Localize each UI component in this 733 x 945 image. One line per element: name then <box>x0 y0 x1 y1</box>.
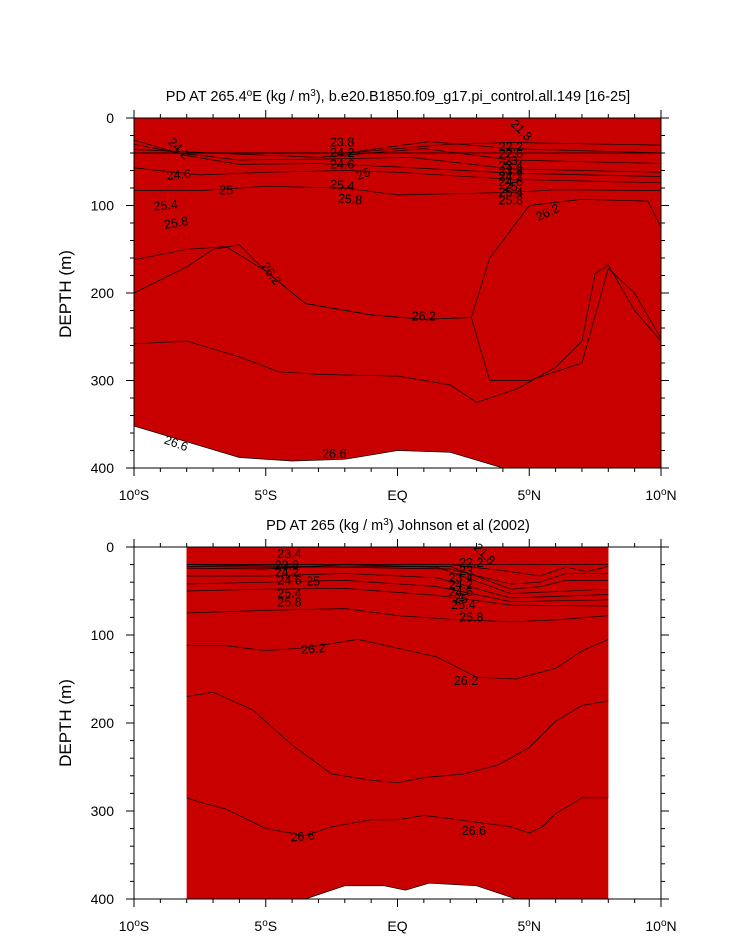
y-tick-label: 200 <box>91 715 115 731</box>
contour-label: 26.2 <box>412 310 436 324</box>
contour-label: 25 <box>354 165 372 183</box>
panel-title: PD AT 265.4oE (kg / m3), b.e20.B1850.f09… <box>166 88 630 105</box>
y-tick-label: 400 <box>91 460 115 476</box>
contour-line <box>186 573 609 599</box>
contour-label: 22.2 <box>499 140 523 154</box>
x-tick-label: 10oS <box>119 918 149 934</box>
y-tick-label: 400 <box>91 891 115 907</box>
contour-label: 24.6 <box>277 573 301 587</box>
panel-title: PD AT 265 (kg / m3) Johnson et al (2002) <box>266 517 530 534</box>
contour-label: 25.4 <box>451 598 475 612</box>
contour-label: 25 <box>504 180 518 194</box>
contour-label: 26.2 <box>454 674 478 688</box>
contour-label: 24.6 <box>499 175 523 189</box>
contour-label: 24.6 <box>166 167 192 183</box>
y-tick-label: 200 <box>91 285 115 301</box>
contour-line <box>186 564 609 585</box>
contour-label: 25.4 <box>277 587 301 601</box>
contour-label: 25.8 <box>163 214 189 232</box>
x-tick-label: 5oS <box>254 918 277 934</box>
contour-label: 25.8 <box>499 193 523 207</box>
panel-model: PD AT 265.4oE (kg / m3), b.e20.B1850.f09… <box>56 88 677 503</box>
contour-line <box>133 167 662 184</box>
contour-label: 24.6 <box>449 585 473 599</box>
x-tick-label: 5oS <box>254 487 277 503</box>
contour-label: 22.2 <box>459 556 483 570</box>
contour-line <box>134 141 662 154</box>
contour-label: 24.6 <box>330 157 354 171</box>
y-tick-label: 0 <box>106 110 114 126</box>
contour-line <box>134 185 662 196</box>
contour-label: 25.4 <box>329 177 355 193</box>
y-axis-label: DEPTH (m) <box>56 679 75 767</box>
contour-label: 24.2 <box>330 146 354 160</box>
contour-plot: 23.423.824.224.6 2525.425.826.226.221.822… <box>91 539 677 934</box>
y-tick-label: 100 <box>91 198 115 214</box>
contour-label: 24.2 <box>275 566 299 580</box>
contour-label: 25 <box>219 184 233 198</box>
contour-label: 25.8 <box>459 610 483 624</box>
contour-line <box>186 691 609 784</box>
contour-label: 22.6 <box>499 147 523 161</box>
contour-line <box>186 608 609 623</box>
contour-label: 25.8 <box>337 191 363 207</box>
contour-line <box>186 588 609 607</box>
contour-label: 26.2 <box>300 641 326 657</box>
contour-line <box>186 882 609 900</box>
x-tick-label: EQ <box>387 487 407 503</box>
contour-line <box>133 264 662 403</box>
x-tick-label: 10oN <box>645 487 676 503</box>
x-tick-label: 5oN <box>518 487 541 503</box>
contour-line <box>186 564 609 594</box>
contour-label: 25 <box>454 592 468 606</box>
contour-label: 25.4 <box>153 197 179 213</box>
contour-label: 23.8 <box>330 136 354 150</box>
contour-line <box>186 580 609 602</box>
contour-label: 26.6 <box>322 447 346 461</box>
contour-label: 23.8 <box>499 164 523 178</box>
contour-label: 25 <box>306 574 320 588</box>
contour-label: 26.6 <box>462 824 486 838</box>
x-tick-label: EQ <box>387 918 407 934</box>
contour-line <box>133 425 661 469</box>
contour-line <box>186 566 609 590</box>
y-tick-label: 300 <box>91 373 115 389</box>
contour-label: 23.4 <box>449 571 473 585</box>
contour-label: 23.4 <box>499 159 523 173</box>
contour-line <box>133 139 662 177</box>
y-axis-label: DEPTH (m) <box>56 250 75 338</box>
contour-label: 23 <box>504 154 518 168</box>
contour-line <box>133 148 662 164</box>
x-tick-label: 10oN <box>645 918 676 934</box>
contour-label: 25.8 <box>277 595 301 609</box>
contour-label: 23 <box>459 564 473 578</box>
contour-line <box>133 244 662 381</box>
y-tick-label: 0 <box>106 539 114 555</box>
contour-label: 24.2 <box>449 578 473 592</box>
y-tick-label: 300 <box>91 803 115 819</box>
panel-observed: PD AT 265 (kg / m3) Johnson et al (2002)… <box>56 517 677 934</box>
x-tick-label: 5oN <box>518 918 541 934</box>
contour-line <box>186 797 609 836</box>
contour-plot: 24.224.62525.425.823.824.224.62525.425.8… <box>91 110 677 503</box>
x-tick-label: 10oS <box>119 487 149 503</box>
contour-label: 23.4 <box>277 547 301 561</box>
contour-label: 26.6 <box>290 828 316 844</box>
contour-line <box>186 564 609 577</box>
contour-label: 23.8 <box>275 558 299 572</box>
contour-line <box>186 639 609 680</box>
contour-band <box>186 547 609 899</box>
y-tick-label: 100 <box>91 627 115 643</box>
contour-label: 24.2 <box>499 170 523 184</box>
contour-label: 25.4 <box>499 185 523 199</box>
